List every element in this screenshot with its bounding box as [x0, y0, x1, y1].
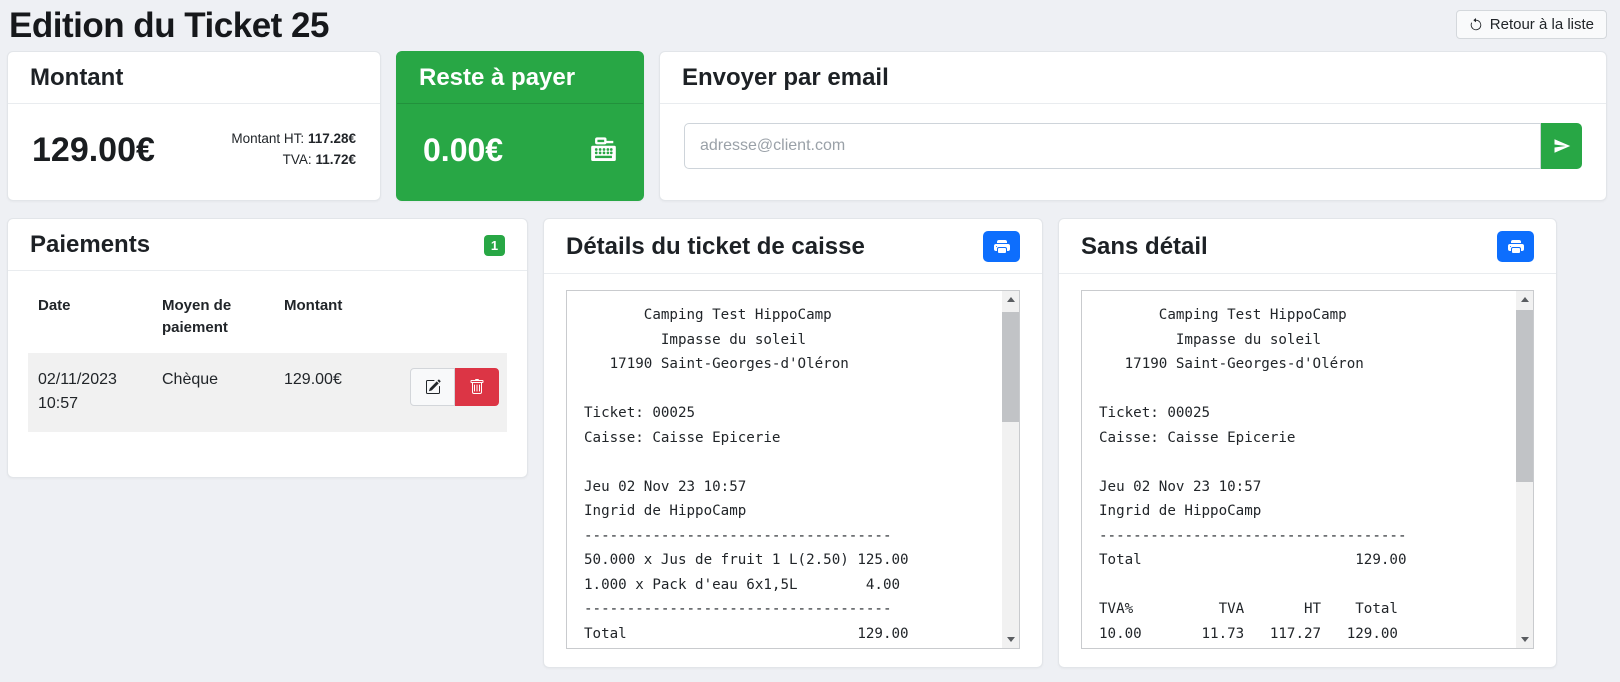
ht-tva-block: Montant HT: 117.28€ TVA: 11.72€	[231, 129, 356, 171]
topbar: Edition du Ticket 25 Retour à la liste	[7, 4, 1607, 50]
scroll-up-arrow[interactable]	[1516, 291, 1533, 308]
payments-table-header-row: Date Moyen de paiement Montant	[28, 283, 507, 353]
triangle-up-icon	[1006, 297, 1015, 302]
email-card-header: Envoyer par email	[660, 52, 1606, 104]
sans-detail-receipt-text: Camping Test HippoCamp Impasse du soleil…	[1099, 307, 1407, 642]
paiements-card-title: Paiements	[30, 231, 151, 258]
details-scrollbar[interactable]	[1002, 291, 1019, 648]
column-header-montant: Montant	[284, 297, 343, 314]
pencil-square-icon	[425, 378, 441, 394]
back-to-list-label: Retour à la liste	[1489, 16, 1594, 33]
summary-row: Montant 129.00€ Montant HT: 117.28€ TVA:…	[7, 51, 1607, 201]
montant-card-title: Montant	[30, 64, 124, 91]
print-summary-button[interactable]	[1497, 231, 1534, 262]
payments-count-badge: 1	[484, 234, 505, 256]
details-ticket-body: Camping Test HippoCamp Impasse du soleil…	[544, 274, 1042, 667]
triangle-up-icon	[1520, 297, 1529, 302]
montant-card-body: 129.00€ Montant HT: 117.28€ TVA: 11.72€	[8, 104, 380, 196]
cash-register-icon	[591, 136, 616, 161]
email-card-title: Envoyer par email	[682, 64, 889, 91]
tva-line: TVA: 11.72€	[231, 150, 356, 171]
payment-amount-cell: 129.00€	[274, 352, 392, 433]
trash-icon	[470, 378, 484, 394]
payment-date-cell: 02/11/2023 10:57	[28, 352, 152, 433]
back-to-list-button[interactable]: Retour à la liste	[1455, 10, 1607, 39]
sans-detail-card: Sans détail Camping Test HippoCamp Impas…	[1058, 218, 1557, 668]
paiements-card-header: Paiements 1	[8, 219, 527, 271]
email-card-body	[660, 104, 1606, 188]
edit-payment-button[interactable]	[410, 367, 455, 406]
montant-card-header: Montant	[8, 52, 380, 104]
print-ticket-button[interactable]	[983, 231, 1020, 262]
scroll-down-arrow[interactable]	[1516, 631, 1533, 648]
payment-table-row: 02/11/2023 10:57 Chèque 129.00€	[28, 352, 507, 433]
payment-actions-group	[410, 367, 499, 406]
reste-a-payer-title: Reste à payer	[419, 64, 576, 91]
payments-table: Date Moyen de paiement Montant 02/11/202…	[28, 283, 507, 433]
montant-ht-value: 117.28€	[307, 131, 356, 147]
paiements-card: Paiements 1 Date Moyen de paiement Monta…	[7, 218, 528, 478]
details-ticket-card: Détails du ticket de caisse Camping Test…	[543, 218, 1043, 668]
delete-payment-button[interactable]	[455, 367, 499, 406]
tva-label: TVA:	[282, 152, 312, 167]
reste-a-payer-amount: 0.00€	[423, 131, 504, 168]
page-title: Edition du Ticket 25	[9, 6, 329, 45]
paiements-card-body: Date Moyen de paiement Montant 02/11/202…	[8, 271, 527, 444]
reste-a-payer-header: Reste à payer	[397, 52, 643, 104]
details-receipt-scroll-area[interactable]: Camping Test HippoCamp Impasse du soleil…	[566, 290, 1020, 649]
printer-icon	[993, 239, 1010, 253]
reste-a-payer-card: Reste à payer 0.00€	[396, 51, 644, 201]
payment-actions-cell	[392, 352, 507, 433]
payment-method-cell: Chèque	[152, 352, 274, 433]
printer-icon	[1507, 239, 1524, 253]
send-email-button[interactable]	[1541, 123, 1582, 169]
montant-card: Montant 129.00€ Montant HT: 117.28€ TVA:…	[7, 51, 381, 201]
sans-detail-header: Sans détail	[1059, 219, 1556, 274]
detail-row: Paiements 1 Date Moyen de paiement Monta…	[7, 218, 1607, 668]
details-ticket-title: Détails du ticket de caisse	[566, 232, 865, 260]
scroll-down-arrow[interactable]	[1002, 631, 1019, 648]
column-header-moyen: Moyen de paiement	[162, 297, 232, 336]
page: Edition du Ticket 25 Retour à la liste M…	[7, 4, 1607, 668]
total-amount: 129.00€	[32, 130, 155, 169]
column-header-date: Date	[38, 297, 71, 314]
reste-a-payer-body: 0.00€	[397, 104, 643, 196]
details-receipt-text: Camping Test HippoCamp Impasse du soleil…	[584, 307, 909, 642]
email-card: Envoyer par email	[659, 51, 1607, 201]
triangle-down-icon	[1006, 637, 1015, 642]
triangle-down-icon	[1520, 637, 1529, 642]
sans-detail-scrollbar[interactable]	[1516, 291, 1533, 648]
email-input-group	[684, 123, 1582, 169]
arrow-counterclockwise-icon	[1470, 17, 1482, 30]
scroll-up-arrow[interactable]	[1002, 291, 1019, 308]
montant-ht-label: Montant HT:	[231, 131, 305, 147]
email-input[interactable]	[684, 123, 1541, 169]
column-header-actions	[392, 283, 507, 353]
sans-detail-body: Camping Test HippoCamp Impasse du soleil…	[1059, 274, 1556, 667]
details-ticket-header: Détails du ticket de caisse	[544, 219, 1042, 274]
montant-ht-line: Montant HT: 117.28€	[231, 129, 356, 150]
sans-detail-scrollbar-thumb[interactable]	[1516, 310, 1533, 482]
paper-plane-icon	[1554, 139, 1570, 153]
sans-detail-title: Sans détail	[1081, 232, 1208, 260]
tva-value: 11.72€	[315, 152, 356, 167]
details-scrollbar-thumb[interactable]	[1002, 312, 1019, 422]
sans-detail-receipt-scroll-area[interactable]: Camping Test HippoCamp Impasse du soleil…	[1081, 290, 1534, 649]
